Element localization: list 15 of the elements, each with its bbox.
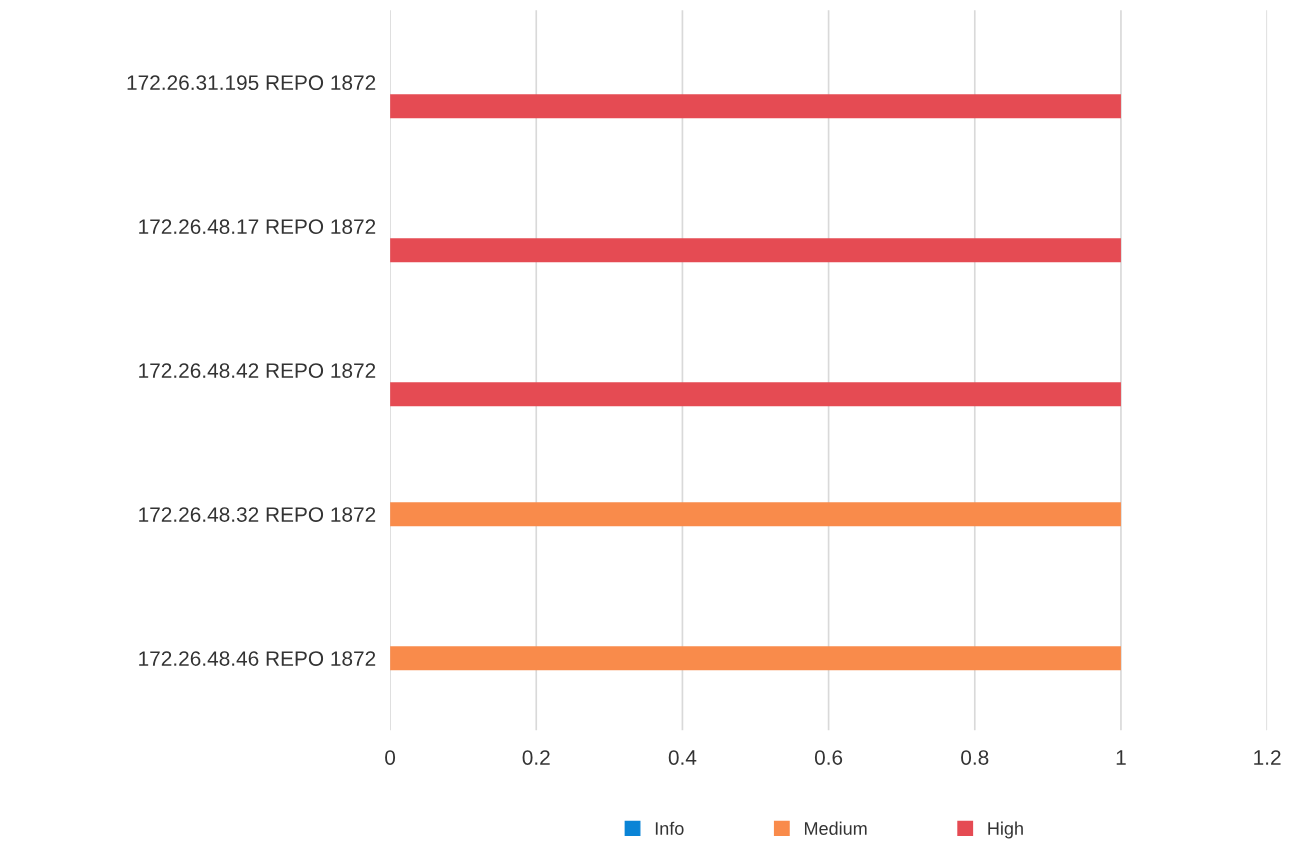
y-tick-label: 172.26.48.17 REPO 1872 (139, 219, 376, 235)
y-tick-label: 172.26.31.195 REPO 1872 (127, 75, 376, 91)
legend-label: Medium (804, 821, 867, 835)
legend-label: Info (655, 821, 684, 835)
y-tick-label: 172.26.48.46 REPO 1872 (139, 651, 376, 666)
x-tick-label: 0.2 (522, 750, 550, 765)
y-tick-label: 172.26.48.32 REPO 1872 (139, 507, 376, 522)
x-tick-label: 0 (385, 750, 396, 765)
x-tick-label: 0.8 (961, 750, 989, 765)
legend-label: High (988, 821, 1023, 839)
x-tick-label: 0.4 (668, 750, 697, 765)
y-tick-label: 172.26.48.42 REPO 1872 (139, 363, 376, 378)
x-tick-label: 1 (1116, 750, 1126, 765)
x-tick-label: 1.2 (1254, 750, 1281, 765)
x-tick-label: 0.6 (814, 750, 843, 765)
